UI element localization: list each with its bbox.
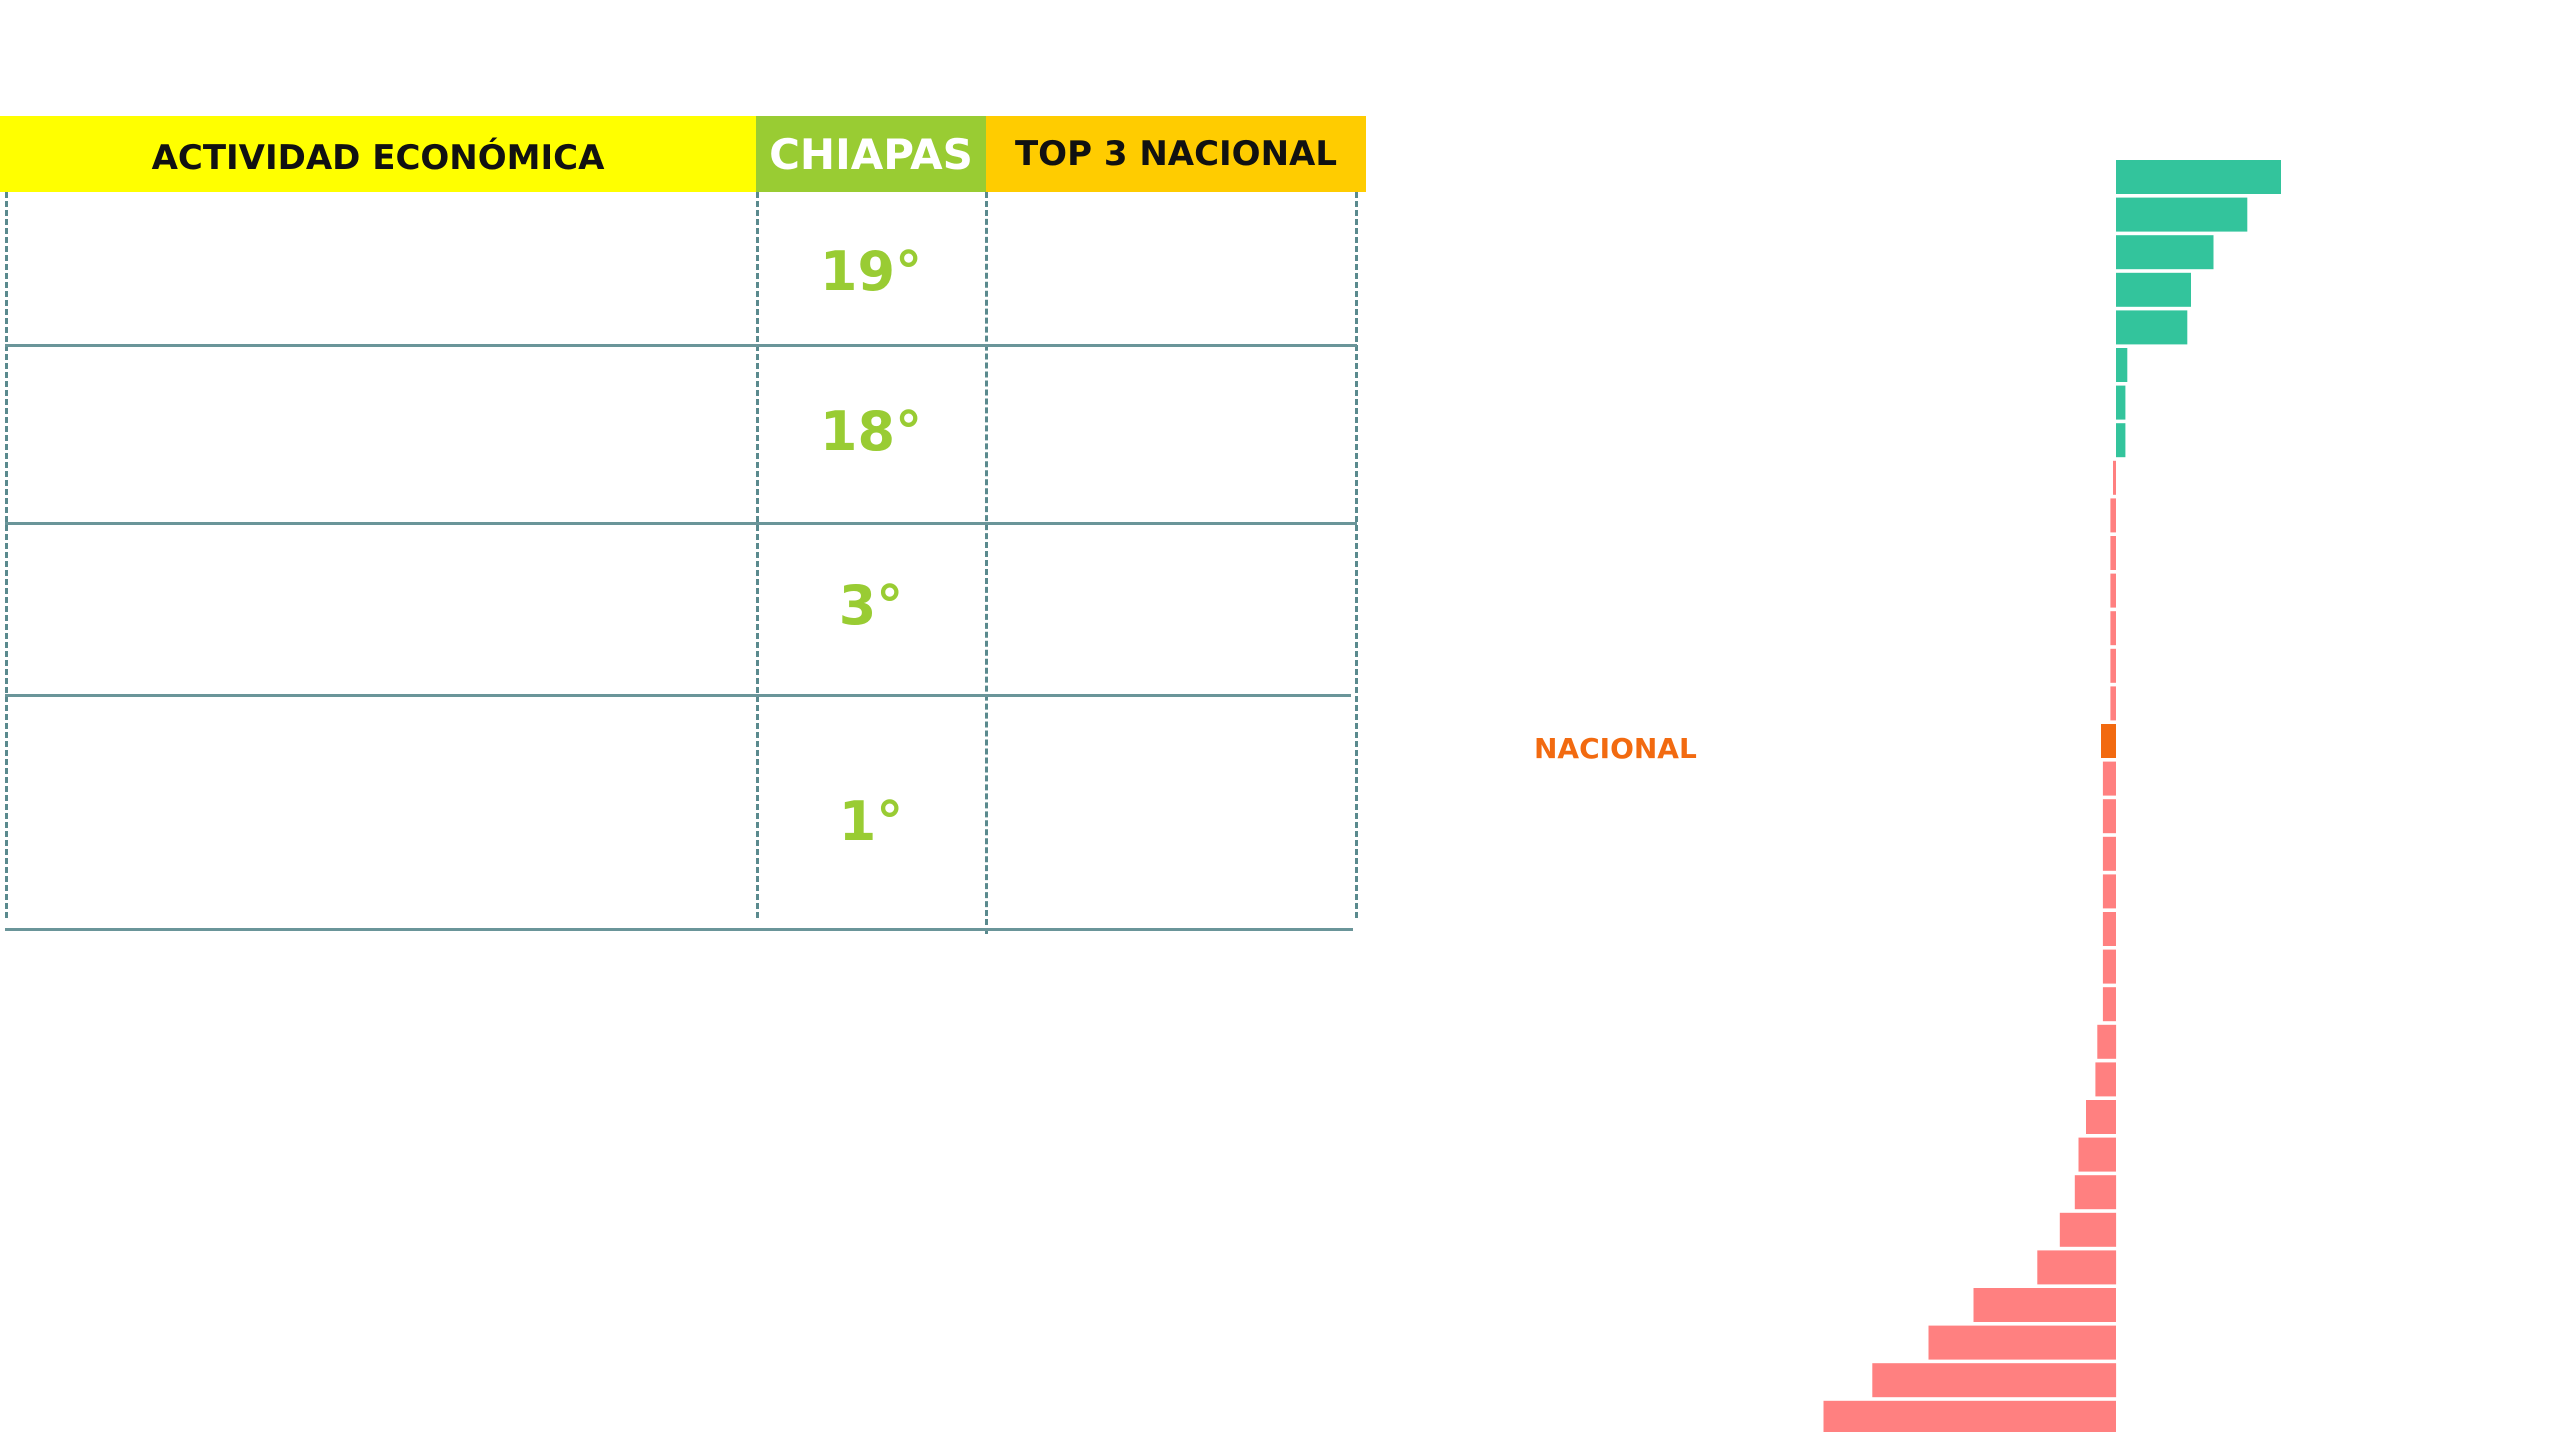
bar-14: [2110, 648, 2116, 683]
grid-vline-col2: [756, 192, 759, 918]
bar-33: [1872, 1363, 2117, 1398]
grid-vline-col3: [985, 192, 988, 934]
bar-12: [2110, 573, 2116, 608]
bar-34: [1823, 1400, 2116, 1432]
nacional-label: NACIONAL: [1534, 732, 1697, 765]
bar-25: [2095, 1062, 2116, 1097]
bar-31: [1973, 1288, 2116, 1322]
row-separator: [5, 694, 1351, 697]
grid-vline-right: [1355, 192, 1358, 918]
bar-28: [2074, 1175, 2117, 1210]
bar-30: [2037, 1250, 2117, 1285]
bar-19: [2102, 836, 2116, 871]
rank-value-row-2: 18°: [819, 400, 923, 463]
bar-4: [2116, 272, 2191, 307]
bar-8: [2116, 423, 2126, 458]
ranking-table: ACTIVIDAD ECONÓMICA CHIAPAS TOP 3 NACION…: [0, 0, 1400, 960]
bar-27: [2078, 1137, 2116, 1172]
row-separator: [5, 928, 1353, 931]
bar-nacional: [2101, 724, 2116, 758]
header-activity: ACTIVIDAD ECONÓMICA: [0, 116, 756, 192]
header-top3: TOP 3 NACIONAL: [986, 116, 1366, 192]
bar-24: [2097, 1024, 2117, 1059]
bar-18: [2102, 799, 2116, 834]
bar-13: [2110, 611, 2116, 646]
bar-20: [2102, 874, 2116, 909]
grid-vline-left: [5, 192, 8, 918]
bar-11: [2110, 536, 2116, 570]
row-separator: [5, 522, 1357, 525]
rank-value-row-1: 19°: [819, 240, 923, 303]
bar-3: [2116, 235, 2214, 270]
bar-22: [2102, 949, 2116, 984]
rank-value-row-4: 1°: [838, 790, 904, 853]
bar-9: [2113, 460, 2116, 495]
bar-10: [2110, 498, 2116, 533]
bar-5: [2116, 310, 2188, 345]
bar-1: [2116, 160, 2281, 194]
bar-15: [2110, 686, 2116, 721]
bar-26: [2086, 1100, 2116, 1134]
bar-7: [2116, 385, 2126, 420]
bar-32: [1928, 1325, 2116, 1360]
bar-17: [2102, 761, 2116, 796]
rank-value-row-3: 3°: [838, 574, 904, 637]
bar-6: [2116, 348, 2128, 382]
bar-2: [2116, 197, 2248, 232]
bar-21: [2102, 912, 2116, 946]
row-separator: [5, 344, 1357, 347]
bar-29: [2059, 1212, 2117, 1247]
header-state: CHIAPAS: [756, 116, 986, 192]
bar-23: [2102, 987, 2116, 1022]
